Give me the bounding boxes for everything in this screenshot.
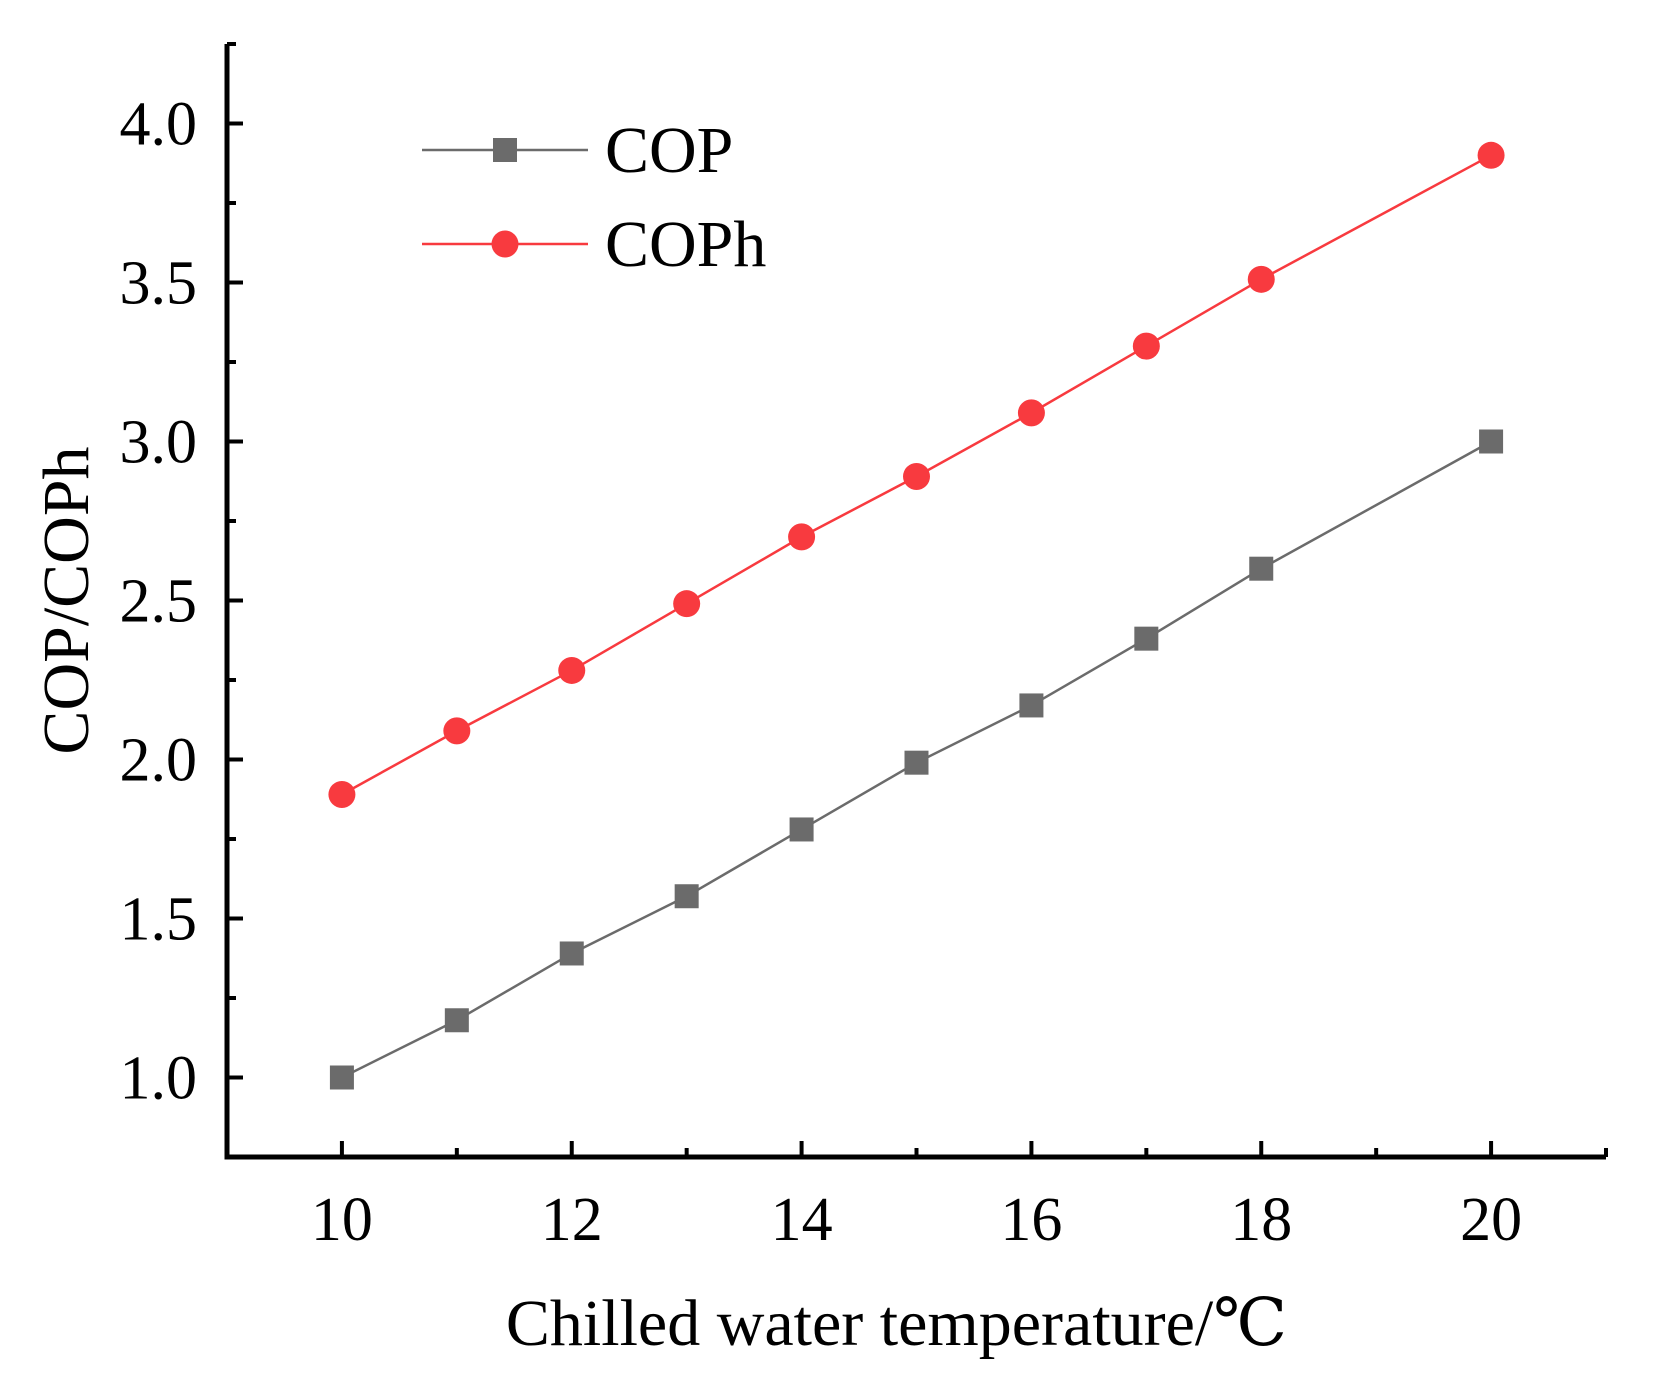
series-line-coph — [341, 154, 1492, 796]
y-tick-label: 3.0 — [120, 409, 198, 477]
data-point — [674, 884, 699, 909]
y-tick-label: 3.5 — [120, 250, 198, 318]
data-point — [558, 656, 586, 684]
data-point — [1132, 332, 1160, 360]
x-tick-label: 16 — [1000, 1186, 1062, 1254]
series-coph — [328, 141, 1505, 808]
ticks: 10 12 14 16 18 20 1.0 1.5 2.0 2.5 3.0 3.5 4.0 — [120, 42, 1608, 1254]
series-cop — [329, 429, 1504, 1090]
legend: COP COPh — [422, 114, 766, 281]
data-point — [1249, 556, 1274, 581]
y-tick-label: 2.0 — [120, 727, 198, 795]
legend-marker — [493, 138, 517, 162]
data-point — [903, 462, 930, 490]
legend-entry-coph: COPh — [422, 208, 766, 281]
x-tick-label: 12 — [541, 1186, 603, 1254]
data-point — [328, 780, 356, 808]
x-tick-label: 10 — [311, 1186, 373, 1254]
series-layer — [328, 141, 1505, 1090]
data-point — [673, 590, 701, 618]
data-point — [1017, 399, 1045, 427]
data-point — [1247, 265, 1275, 293]
legend-marker — [491, 230, 519, 258]
y-tick-label: 2.5 — [120, 568, 198, 636]
y-tick-label: 1.0 — [120, 1045, 198, 1113]
data-point — [904, 750, 929, 775]
legend-entry-cop: COP — [422, 114, 733, 187]
series-line-cop — [341, 440, 1492, 1079]
axes — [224, 44, 1606, 1160]
legend-label: COPh — [605, 208, 766, 281]
data-point — [788, 523, 816, 551]
x-tick-label: 18 — [1230, 1186, 1292, 1254]
legend-label: COP — [605, 114, 733, 187]
data-point — [444, 1008, 469, 1033]
x-axis-title: Chilled water temperature/℃ — [506, 1287, 1287, 1360]
data-point — [559, 941, 584, 966]
data-point — [1019, 693, 1044, 718]
data-point — [1134, 626, 1159, 651]
y-tick-label: 1.5 — [120, 886, 198, 954]
y-axis-title: COP/COPh — [30, 446, 103, 754]
x-tick-label: 14 — [771, 1186, 833, 1254]
x-tick-label: 20 — [1460, 1186, 1522, 1254]
data-point — [789, 817, 814, 842]
data-point — [443, 717, 471, 745]
data-point — [329, 1065, 354, 1090]
y-tick-label: 4.0 — [120, 91, 198, 159]
data-point — [1479, 429, 1504, 454]
data-point — [1477, 141, 1505, 169]
